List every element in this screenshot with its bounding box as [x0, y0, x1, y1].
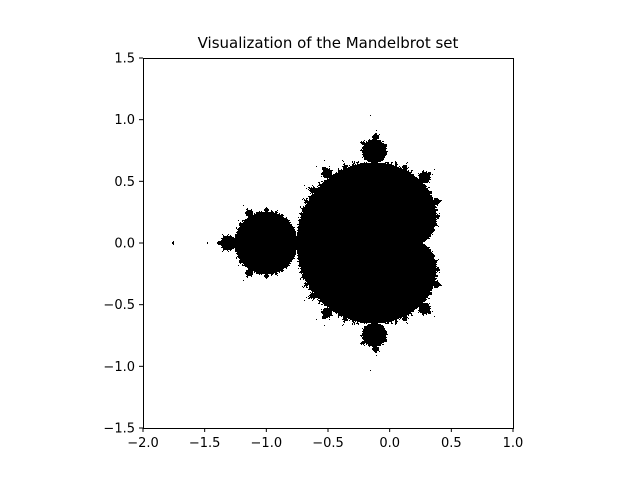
- y-tick-label: −1.0: [103, 360, 135, 375]
- x-tick-label: −1.5: [189, 436, 221, 451]
- x-tick-label: −1.0: [251, 436, 283, 451]
- chart-title: Visualization of the Mandelbrot set: [197, 34, 459, 52]
- y-tick-label: 0.5: [114, 175, 135, 190]
- mandelbrot-image: [143, 58, 513, 428]
- y-tick-label: 1.0: [114, 113, 135, 128]
- y-tick-label: −0.5: [103, 298, 135, 313]
- x-tick-label: −0.5: [312, 436, 344, 451]
- y-tick-label: 1.5: [114, 52, 135, 67]
- y-tick-label: −1.5: [103, 422, 135, 437]
- axes-frame: [143, 58, 514, 429]
- x-tick-label: 1.0: [503, 436, 524, 451]
- x-tick-label: −2.0: [127, 436, 159, 451]
- y-tick-label: 0.0: [114, 237, 135, 252]
- x-tick-label: 0.5: [441, 436, 462, 451]
- x-tick-label: 0.0: [379, 436, 400, 451]
